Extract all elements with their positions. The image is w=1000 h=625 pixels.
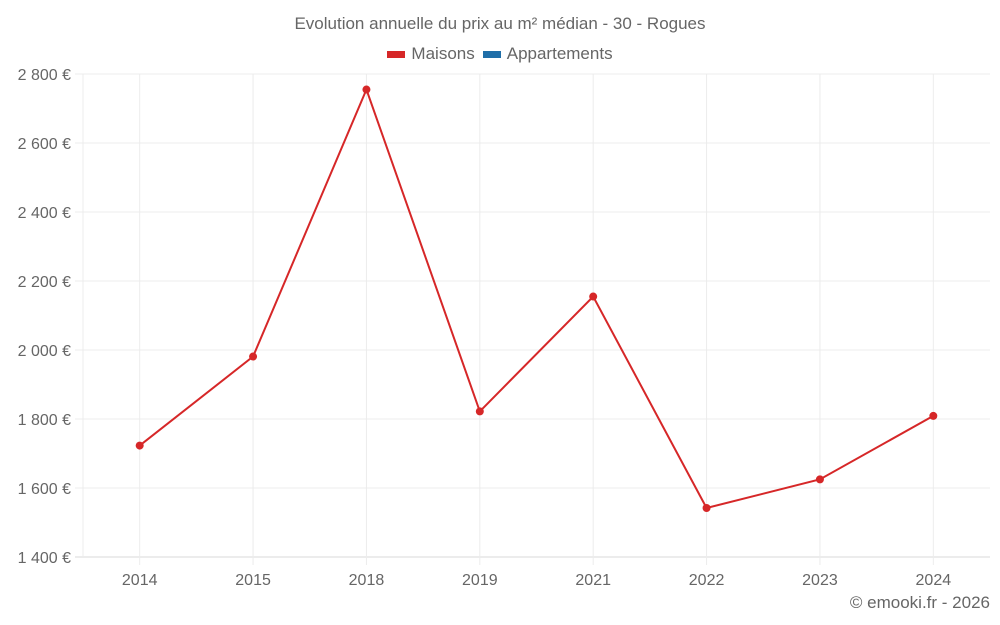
- legend-item-appartements[interactable]: Appartements: [482, 44, 613, 64]
- chart-title: Evolution annuelle du prix au m² médian …: [294, 14, 706, 33]
- legend-swatch-appartements: [482, 50, 501, 58]
- y-tick-label: 2 800 €: [18, 67, 71, 84]
- y-tick-label: 1 800 €: [18, 412, 71, 429]
- legend-label-maisons: Maisons: [411, 44, 475, 63]
- x-tick-label: 2014: [122, 572, 158, 589]
- y-tick-label: 2 000 €: [18, 343, 71, 360]
- data-point[interactable]: [475, 407, 484, 416]
- data-point[interactable]: [929, 411, 938, 420]
- data-point[interactable]: [589, 292, 598, 301]
- y-tick-label: 2 600 €: [18, 136, 71, 153]
- x-tick-label: 2023: [802, 572, 838, 589]
- data-point[interactable]: [249, 352, 258, 361]
- x-tick-label: 2019: [462, 572, 498, 589]
- data-point[interactable]: [362, 85, 371, 94]
- data-point[interactable]: [815, 475, 824, 484]
- data-point[interactable]: [135, 441, 144, 450]
- x-tick-label: 2018: [349, 572, 385, 589]
- series-line-maisons: [139, 86, 934, 510]
- y-tick-label: 1 400 €: [18, 550, 71, 567]
- x-tick-label: 2024: [916, 572, 952, 589]
- y-tick-label: 2 400 €: [18, 205, 71, 222]
- x-tick-label: 2015: [235, 572, 271, 589]
- y-tick-label: 2 200 €: [18, 274, 71, 291]
- data-point[interactable]: [702, 504, 711, 513]
- legend-swatch-maisons: [387, 50, 406, 58]
- x-tick-label: 2021: [575, 572, 611, 589]
- chart-legend: Maisons Appartements: [0, 44, 1000, 64]
- y-tick-label: 1 600 €: [18, 481, 71, 498]
- credit-text: © emooki.fr - 2026: [849, 593, 990, 612]
- x-tick-label: 2022: [689, 572, 725, 589]
- legend-item-maisons[interactable]: Maisons: [387, 44, 475, 64]
- legend-label-appartements: Appartements: [506, 44, 613, 63]
